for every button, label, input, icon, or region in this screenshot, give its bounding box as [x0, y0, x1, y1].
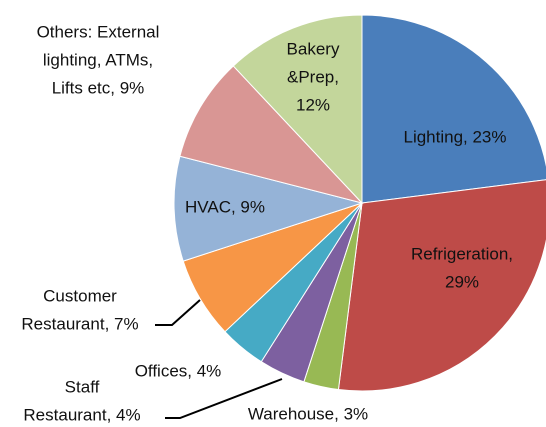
slice-label: Lifts etc, 9%: [52, 78, 145, 97]
slice-label: Restaurant, 4%: [23, 405, 140, 424]
slice: [173, 155, 364, 262]
slice-label: Others: External: [37, 22, 160, 41]
slice-label: &Prep,: [287, 67, 339, 86]
leader-line: [155, 299, 201, 326]
slice-label: Bakery: [287, 39, 340, 58]
slice-label: 12%: [296, 95, 330, 114]
slice: [179, 65, 364, 204]
slice-label: Staff: [65, 377, 100, 396]
slice-label: Warehouse, 3%: [248, 404, 368, 423]
slice-label: 29%: [445, 272, 479, 291]
slice-label: Lighting, 23%: [403, 127, 506, 146]
slice: [361, 14, 546, 204]
slice-label: HVAC, 9%: [185, 197, 265, 216]
slice-label: Customer: [43, 286, 117, 305]
slice-label: Offices, 4%: [135, 361, 222, 380]
slice-label: lighting, ATMs,: [43, 50, 153, 69]
slices: [173, 14, 546, 392]
leader-line: [165, 378, 283, 419]
slice-label: Refrigeration,: [411, 244, 513, 263]
slice: [337, 179, 546, 392]
slice: [232, 14, 363, 205]
slice-label: Restaurant, 7%: [21, 314, 138, 333]
